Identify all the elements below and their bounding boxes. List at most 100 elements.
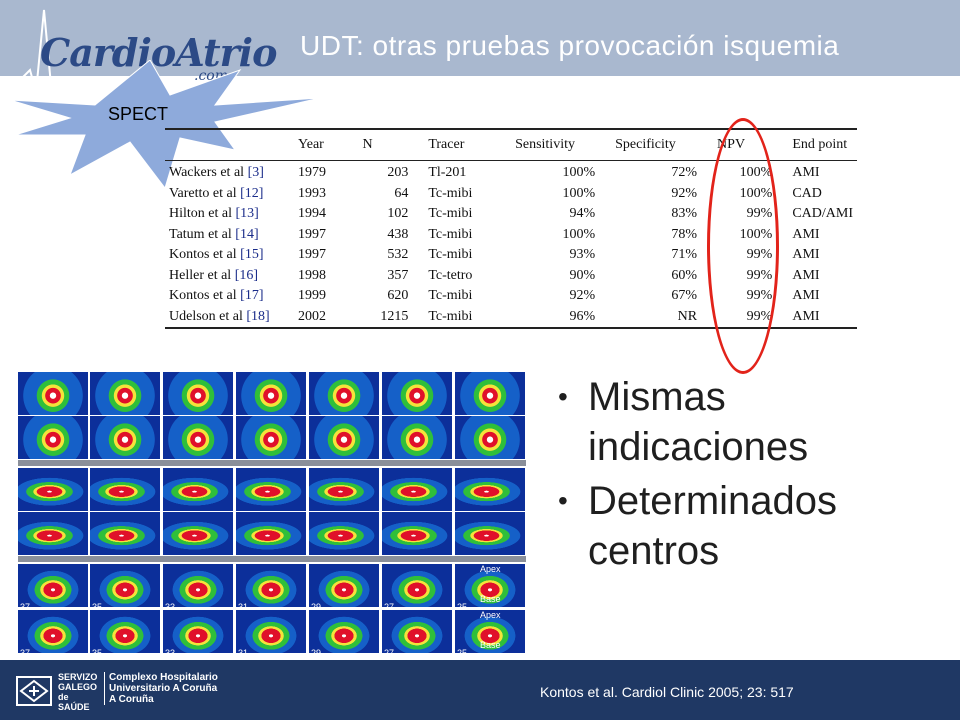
scan-separator (18, 460, 526, 466)
cardioatrio-logo: CardioAtrio (40, 30, 277, 75)
cell-endpoint: AMI (792, 226, 820, 242)
cell-sensitivity: 90% (569, 267, 596, 283)
scan-slice (163, 468, 233, 511)
col-header-n: N (358, 128, 425, 161)
scan-slice (382, 372, 452, 415)
cell-study: Varetto et al [12] (165, 184, 294, 205)
header-band (0, 0, 960, 76)
scan-slice (455, 468, 525, 511)
col-header-tracer: Tracer (424, 128, 512, 161)
scan-label-base: Base (480, 640, 501, 650)
scan-slice (163, 512, 233, 555)
cell-n: 438 (387, 226, 409, 242)
cell-tracer: Tc-mibi (424, 306, 512, 329)
cell-tracer: Tc-mibi (428, 288, 473, 303)
cell-year: 1993 (298, 185, 327, 201)
scan-slice (236, 468, 306, 511)
scan-slice-number: 29 (311, 602, 322, 612)
scan-slice-number: 27 (384, 602, 395, 612)
scan-slice-number: 25 (457, 648, 468, 658)
sergas-cross-icon (16, 676, 52, 706)
cell-specificity: 71% (671, 247, 698, 262)
scan-slice (455, 610, 525, 653)
logo-main-text: CardioAtrio (40, 30, 277, 75)
cell-endpoint: AMI (792, 247, 820, 262)
cell-endpoint: AMI (792, 288, 820, 303)
scan-slice (90, 372, 160, 415)
cell-tracer: Tc-mibi (428, 206, 473, 221)
cell-tracer: Tc-mibi (428, 185, 473, 201)
cell-tracer: Tc-tetro (428, 267, 473, 283)
scan-slice-number: 35 (92, 648, 103, 658)
scan-slice-number: 31 (238, 602, 249, 612)
table-header-row: Year N Tracer Sensitivity Specificity NP… (165, 128, 857, 161)
cell-n: 203 (387, 165, 409, 180)
scan-slice (309, 610, 379, 653)
study-name: Kontos et al (169, 247, 237, 262)
cell-tracer: Tc-mibi (428, 247, 473, 262)
scan-slice (455, 512, 525, 555)
scan-slice-number: 33 (165, 602, 176, 612)
scan-slice (309, 416, 379, 459)
cell-study: Kontos et al [15] (165, 245, 294, 266)
scan-slice (18, 564, 88, 607)
study-name: Tatum et al (169, 226, 232, 242)
cell-year: 2002 (294, 306, 359, 329)
cell-year: 1999 (298, 288, 327, 303)
sergas-logo-text: SERVIZO GALEGO de SAÚDE (58, 672, 98, 712)
cell-study: Hilton et al [13] (165, 204, 294, 225)
cell-year: 1998 (298, 267, 327, 283)
scan-slice (18, 468, 88, 511)
scan-slice (382, 610, 452, 653)
cell-n: 532 (387, 247, 409, 262)
scan-slice-number: 35 (92, 602, 103, 612)
scan-slice (90, 564, 160, 607)
cell-year: 1979 (298, 165, 327, 180)
cell-n: 1215 (358, 306, 425, 329)
scan-slice (18, 610, 88, 653)
scan-slice (236, 416, 306, 459)
study-name: Wackers et al (169, 165, 245, 180)
scan-label-apex: Apex (480, 610, 501, 620)
col-header-study (165, 128, 295, 161)
bullet-dot-icon: • (558, 381, 568, 412)
cell-sensitivity: 100% (562, 165, 596, 180)
scan-slice (236, 564, 306, 607)
scan-slice (309, 512, 379, 555)
scan-slice (382, 564, 452, 607)
footer-band (0, 660, 960, 720)
scan-slice (163, 372, 233, 415)
cell-specificity: 67% (671, 288, 698, 303)
cell-n: 620 (387, 288, 409, 303)
scan-slice-number: 25 (457, 602, 468, 612)
cell-year: 1997 (298, 226, 327, 242)
citation: Kontos et al. Cardiol Clinic 2005; 23: 5… (540, 684, 794, 700)
scan-slice-number: 31 (238, 648, 249, 658)
scan-slice (90, 416, 160, 459)
study-reference: [14] (235, 226, 259, 242)
slide-title: UDT: otras pruebas provocación isquemia (300, 30, 840, 61)
cell-specificity: 92% (671, 185, 698, 201)
scan-slice (90, 468, 160, 511)
bullet-dot-icon: • (558, 485, 568, 516)
cell-tracer: Tc-mibi (428, 226, 473, 242)
scan-slice (90, 512, 160, 555)
cell-study: Kontos et al [17] (165, 286, 294, 307)
scan-label-apex: Apex (480, 564, 501, 574)
table-row: Udelson et al [18] 2002 1215 Tc-mibi 96% NR 99… (165, 306, 857, 329)
scan-slice (309, 372, 379, 415)
scan-slice (455, 564, 525, 607)
cell-specificity: 78% (671, 226, 698, 242)
cell-study: Tatum et al [14] (165, 225, 294, 246)
col-header-sensitivity: Sensitivity (511, 128, 612, 161)
col-header-specificity: Specificity (611, 128, 714, 161)
scan-slice (309, 564, 379, 607)
bullet-list: • Mismas indicaciones • Determinados centr… (552, 372, 952, 580)
bullet-item: • Determinados centros (552, 476, 952, 576)
study-reference: [3] (247, 165, 264, 180)
scan-slice (455, 372, 525, 415)
scan-slice (163, 416, 233, 459)
cell-study: Udelson et al [18] (165, 306, 295, 329)
study-name: Varetto et al (169, 185, 237, 201)
scan-slice-number: 33 (165, 648, 176, 658)
